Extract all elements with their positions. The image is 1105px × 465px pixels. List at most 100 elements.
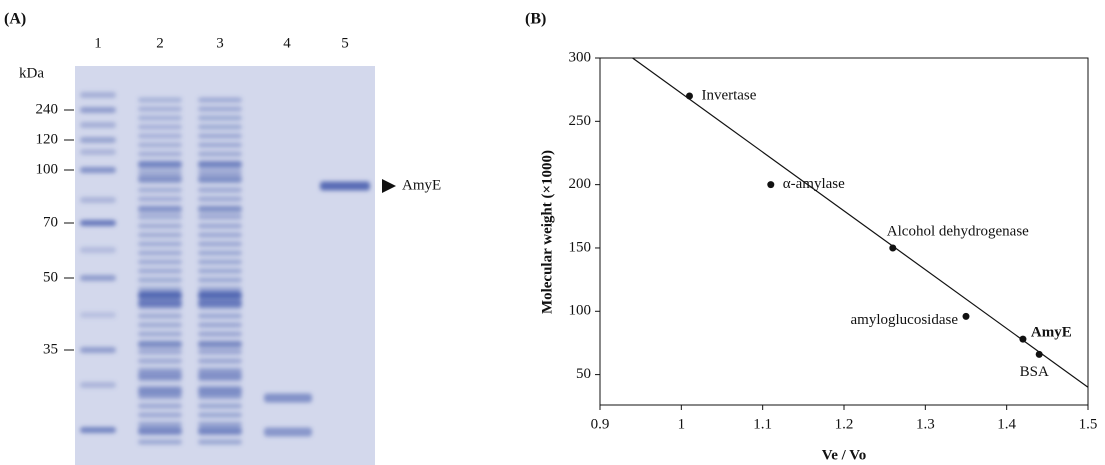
band <box>264 428 312 437</box>
band <box>80 347 116 353</box>
band <box>80 122 116 128</box>
x-tick-label: 0.9 <box>591 416 610 432</box>
band <box>80 137 116 143</box>
point <box>889 244 896 251</box>
band <box>198 152 242 157</box>
band <box>138 389 182 396</box>
band <box>198 125 242 130</box>
marker-label: 120 <box>36 131 59 147</box>
band <box>138 314 182 319</box>
band <box>198 350 242 355</box>
band <box>80 149 116 155</box>
band <box>138 350 182 355</box>
band <box>138 413 182 418</box>
point-label: Invertase <box>701 87 756 103</box>
x-axis-title: Ve / Vo <box>822 447 866 463</box>
band-label: AmyE <box>402 177 441 193</box>
band <box>320 182 370 191</box>
y-tick-label: 300 <box>569 49 592 65</box>
band <box>138 175 182 182</box>
band <box>198 98 242 103</box>
band <box>198 107 242 112</box>
band <box>198 224 242 229</box>
band <box>198 422 242 427</box>
band <box>198 332 242 337</box>
band <box>198 278 242 283</box>
band <box>198 162 242 169</box>
x-tick-label: 1 <box>678 416 686 432</box>
band <box>198 440 242 445</box>
band <box>198 233 242 238</box>
band <box>264 394 312 403</box>
y-axis-title: Molecular weight (×1000) <box>539 150 555 314</box>
marker-label: 35 <box>43 341 58 357</box>
band <box>138 162 182 169</box>
arrowhead <box>382 179 396 193</box>
band <box>138 404 182 409</box>
band <box>80 247 116 253</box>
band <box>198 215 242 220</box>
y-tick-label: 200 <box>569 176 592 192</box>
band <box>138 251 182 256</box>
band <box>138 197 182 202</box>
band <box>138 125 182 130</box>
band <box>198 242 242 247</box>
band <box>198 323 242 328</box>
lane-label: 2 <box>156 35 164 51</box>
band <box>80 312 116 318</box>
lane-label: 1 <box>94 35 102 51</box>
band <box>198 292 242 299</box>
marker-label: 50 <box>43 269 58 285</box>
point <box>1019 336 1026 343</box>
band <box>80 107 116 113</box>
band <box>138 134 182 139</box>
band <box>198 116 242 121</box>
point <box>686 92 693 99</box>
figure: (A) kDa AmyE (B) Ve / Vo Molecular weigh… <box>0 0 1105 465</box>
band <box>138 292 182 299</box>
band <box>138 372 182 379</box>
band <box>80 427 116 433</box>
band <box>138 278 182 283</box>
lane-label: 4 <box>283 35 291 51</box>
band <box>138 188 182 193</box>
band <box>198 413 242 418</box>
marker-label: 70 <box>43 214 58 230</box>
point-label: BSA <box>1020 364 1049 380</box>
x-tick-label: 1.4 <box>997 416 1016 432</box>
x-tick-label: 1.1 <box>753 416 772 432</box>
band <box>198 404 242 409</box>
band <box>138 269 182 274</box>
x-tick-label: 1.3 <box>916 416 935 432</box>
band <box>198 269 242 274</box>
band <box>80 167 116 173</box>
band <box>198 188 242 193</box>
point <box>1036 351 1043 358</box>
band <box>138 323 182 328</box>
marker-label: 100 <box>36 161 59 177</box>
band <box>198 170 242 175</box>
panel-label: (B) <box>525 11 546 28</box>
band <box>198 197 242 202</box>
band <box>198 143 242 148</box>
band <box>138 422 182 427</box>
band <box>198 260 242 265</box>
band <box>138 215 182 220</box>
band <box>138 359 182 364</box>
point-label: α-amylase <box>783 176 845 192</box>
band <box>138 287 182 292</box>
point-label: Alcohol dehydrogenase <box>887 223 1029 239</box>
point <box>963 313 970 320</box>
lane-label: 5 <box>341 35 349 51</box>
band <box>80 382 116 388</box>
band <box>198 300 242 307</box>
band <box>138 207 182 214</box>
band <box>80 197 116 203</box>
band <box>198 427 242 434</box>
marker-label: 240 <box>36 101 59 117</box>
band <box>138 143 182 148</box>
band <box>138 98 182 103</box>
band <box>138 170 182 175</box>
point-label: AmyE <box>1031 325 1072 341</box>
band <box>198 359 242 364</box>
